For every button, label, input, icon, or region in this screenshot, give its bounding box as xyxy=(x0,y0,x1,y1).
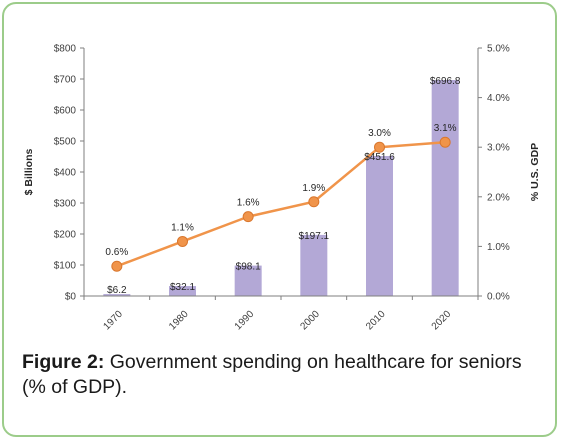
bar-1970 xyxy=(103,294,131,296)
figure-caption: Figure 2: Government spending on healthc… xyxy=(22,350,547,400)
gdp-point-1990 xyxy=(242,211,254,223)
y-left-tick-label: $600 xyxy=(54,106,77,117)
x-tick-label: 2010 xyxy=(364,309,388,333)
x-tick-label: 2000 xyxy=(298,309,322,333)
spending-data-label: $696.8 xyxy=(430,76,461,87)
y-left-tick-label: $400 xyxy=(54,168,77,179)
gdp-data-label: 1.6% xyxy=(237,198,260,209)
bar-2000 xyxy=(300,234,328,296)
y-left-tick-label: $200 xyxy=(54,230,77,241)
bar-1980 xyxy=(169,286,196,296)
y-left-tick-label: $0 xyxy=(65,292,77,303)
x-tick-label: 1970 xyxy=(101,309,125,333)
spending-data-label: $6.2 xyxy=(107,285,127,296)
gdp-point-1980 xyxy=(177,235,188,247)
x-tick-label: 2020 xyxy=(430,309,454,333)
y-left-tick-label: $700 xyxy=(54,75,77,86)
x-tick-label: 1980 xyxy=(167,309,191,333)
bar-2020 xyxy=(431,79,459,296)
y-left-tick-label: $500 xyxy=(54,137,77,148)
y-right-tick-label: 4.0% xyxy=(487,93,510,104)
gdp-point-2010 xyxy=(374,141,385,153)
gdp-data-label: 1.1% xyxy=(171,222,194,233)
gdp-point-1970 xyxy=(111,260,123,272)
x-tick-label: 1990 xyxy=(233,309,257,333)
bar-1990 xyxy=(234,265,262,296)
spending-data-label: $32.1 xyxy=(170,282,195,293)
caption-label: Figure 2: xyxy=(22,351,105,373)
bars-layer xyxy=(103,79,459,296)
y-left-tick-label: $800 xyxy=(54,44,77,55)
y-left-axis-title: $ Billions xyxy=(23,149,35,196)
line-layer xyxy=(111,136,451,272)
spending-data-label: $98.1 xyxy=(236,262,261,273)
gdp-share-line xyxy=(116,140,446,268)
y-right-tick-label: 5.0% xyxy=(487,44,510,55)
y-right-tick-label: 1.0% xyxy=(487,242,510,253)
spending-data-label: $197.1 xyxy=(299,231,330,242)
y-right-tick-label: 2.0% xyxy=(487,192,510,203)
gdp-data-label: 3.1% xyxy=(434,123,457,134)
y-right-tick-label: 3.0% xyxy=(487,143,510,154)
gdp-point-2020 xyxy=(439,136,451,148)
axes-layer: $0 $100 $200 $300 $400 $500 $600 $700 $800 0.0% 1.… xyxy=(23,44,541,333)
gdp-data-label: 0.6% xyxy=(105,247,128,258)
combo-chart: $0 $100 $200 $300 $400 $500 $600 $700 $800 0.0% 1.… xyxy=(23,44,541,333)
gdp-data-label: 3.0% xyxy=(368,128,391,139)
figure-frame xyxy=(2,2,557,437)
bar-2010 xyxy=(366,156,393,296)
gdp-point-2000 xyxy=(308,196,320,208)
y-left-tick-label: $300 xyxy=(54,199,77,210)
caption-text: Government spending on healthcare for se… xyxy=(22,351,522,398)
gdp-data-label: 1.9% xyxy=(302,183,325,194)
y-right-axis-title: % U.S. GDP xyxy=(529,143,541,201)
labels-layer: 0.6% 1.1% 1.6% 1.9% 3.0% 3.1% $6.2 $32.1 $98.1 $1… xyxy=(105,76,460,296)
spending-data-label: $451.6 xyxy=(364,152,395,163)
y-right-tick-label: 0.0% xyxy=(487,292,510,303)
y-left-tick-label: $100 xyxy=(54,261,77,272)
